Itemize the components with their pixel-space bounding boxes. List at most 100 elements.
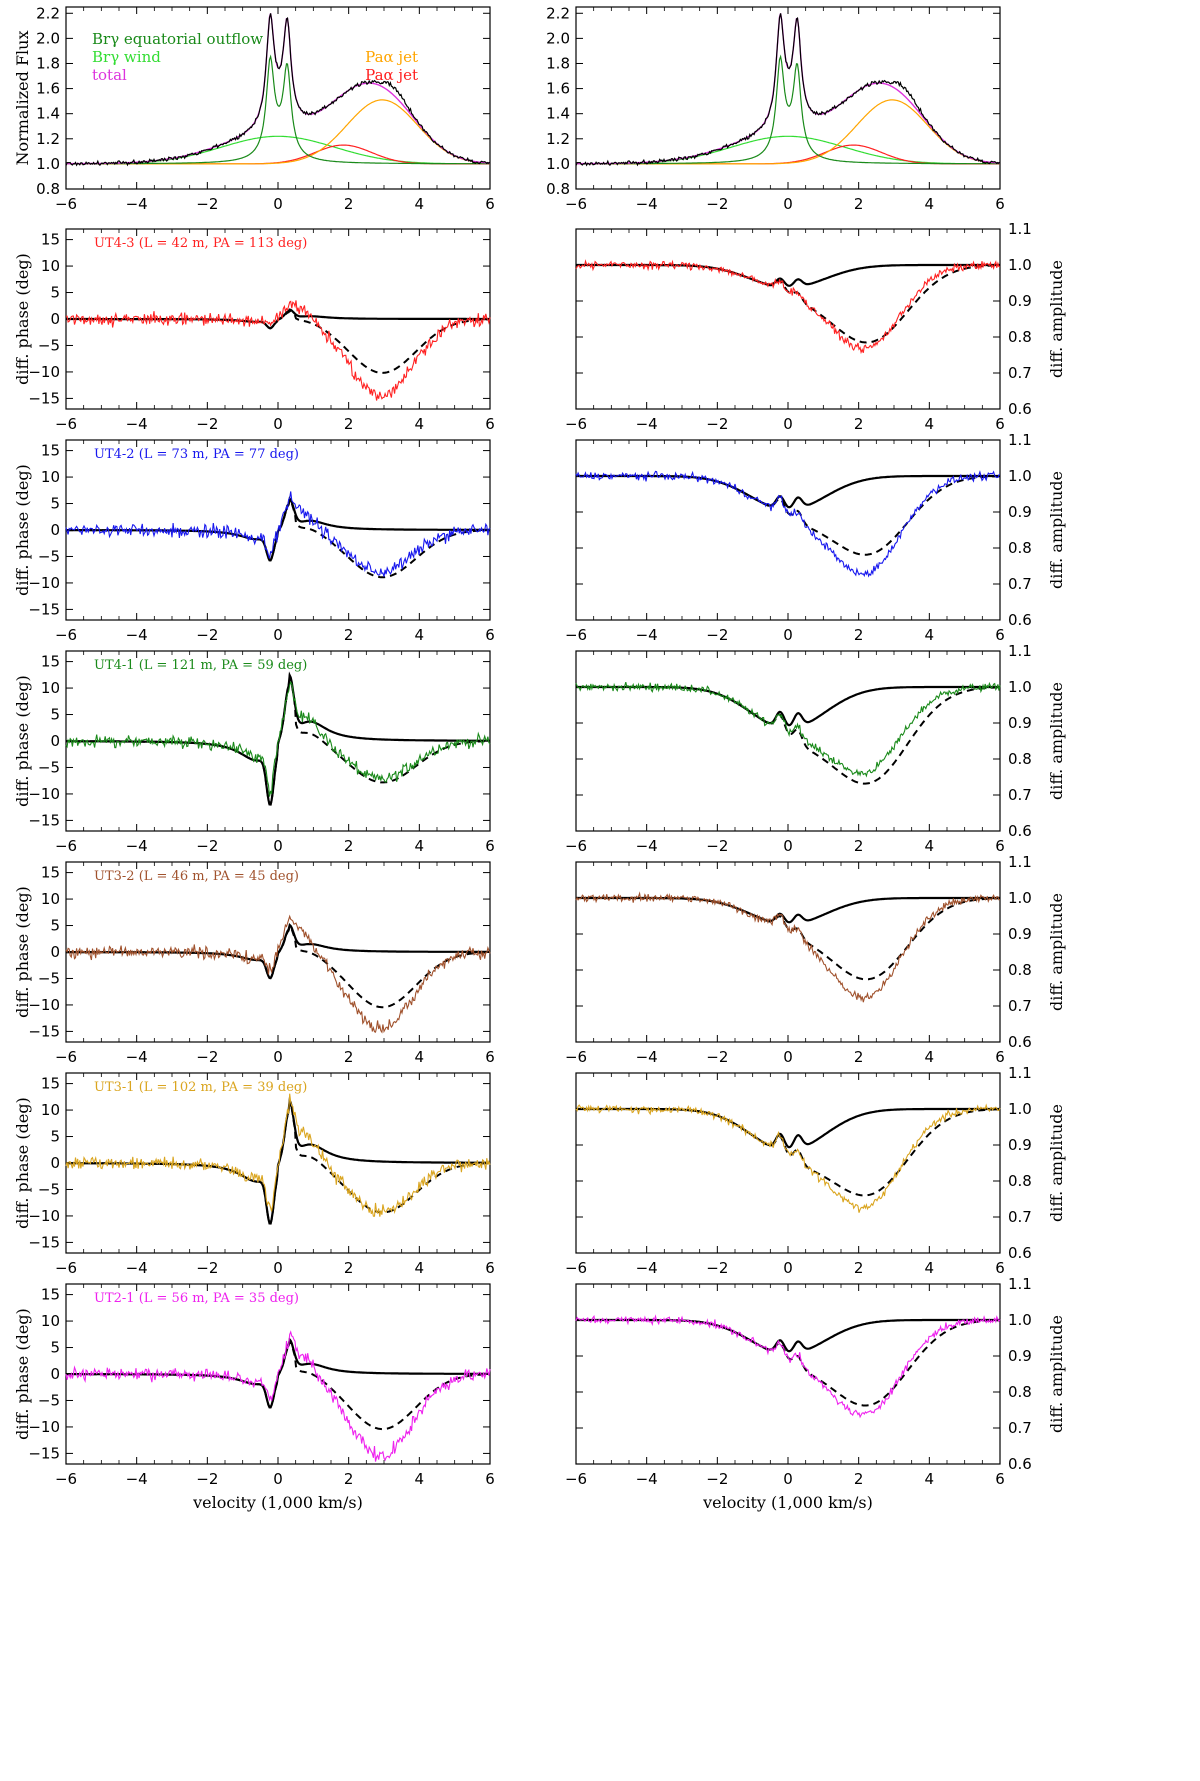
x-axis-label: velocity (1,000 km/s) xyxy=(702,1493,873,1512)
amplitude-ylabel: diff. amplitude xyxy=(1047,260,1066,378)
axes-frame xyxy=(575,228,1001,410)
x-tick-label: −4 xyxy=(126,415,148,433)
x-axis-label: velocity (1,000 km/s) xyxy=(192,1493,363,1512)
x-tick-label: 2 xyxy=(344,415,354,433)
x-tick-label: 6 xyxy=(995,195,1005,213)
jet-red-curve xyxy=(66,144,490,165)
y-tick-label: 1.1 xyxy=(1008,853,1032,871)
y-tick-label: 10 xyxy=(41,890,60,908)
y-tick-label: 0.8 xyxy=(1008,961,1032,979)
y-tick-label: 0.9 xyxy=(1008,1136,1032,1154)
x-tick-label: 4 xyxy=(925,1470,935,1488)
y-tick-label: 0 xyxy=(50,521,60,539)
x-tick-label: −4 xyxy=(636,415,658,433)
model-disk-amplitude xyxy=(576,685,1000,727)
observed-phase xyxy=(65,680,491,797)
x-tick-label: −2 xyxy=(706,195,728,213)
axes-frame xyxy=(575,1072,1001,1254)
x-tick-label: −2 xyxy=(196,1259,218,1277)
observed-phase xyxy=(65,491,491,577)
x-tick-label: 6 xyxy=(485,1048,495,1066)
x-tick-label: −6 xyxy=(55,1259,77,1277)
x-tick-label: −6 xyxy=(565,626,587,644)
y-tick-label: 0.9 xyxy=(1008,292,1032,310)
y-tick-label: 2.0 xyxy=(546,29,570,47)
y-tick-label: 0.8 xyxy=(1008,750,1032,768)
y-tick-label: 0.8 xyxy=(546,180,570,198)
model-disk-amplitude xyxy=(576,1318,1000,1353)
axes-frame xyxy=(575,1283,1001,1465)
x-tick-label: 4 xyxy=(925,415,935,433)
y-tick-label: 0 xyxy=(50,732,60,750)
x-tick-label: 4 xyxy=(415,1259,425,1277)
spectrum-panel-left: −6 −4 −2 0 2 4 6 0.8 1.0 1.2 1.4 1.6 1.8 2.0 2.2 xyxy=(36,4,495,213)
y-tick-label: 0.6 xyxy=(1008,1033,1032,1051)
y-tick-label: 1.1 xyxy=(1008,220,1032,238)
y-tick-label: 10 xyxy=(41,468,60,486)
baseline-label: UT3-1 (L = 102 m, PA = 39 deg) xyxy=(94,1080,307,1095)
x-tick-label: 4 xyxy=(415,626,425,644)
y-tick-label: 0 xyxy=(50,1154,60,1172)
y-tick-label: 0.6 xyxy=(1008,1455,1032,1473)
x-tick-label: 0 xyxy=(783,1048,793,1066)
amplitude-ylabel: diff. amplitude xyxy=(1047,893,1066,1011)
x-tick-label: 0 xyxy=(273,837,283,855)
y-tick-label: 0.8 xyxy=(1008,328,1032,346)
legend-entry: total xyxy=(92,66,127,84)
y-tick-label: 15 xyxy=(41,864,60,882)
x-tick-label: 0 xyxy=(273,415,283,433)
x-tick-label: 4 xyxy=(415,837,425,855)
observed-amplitude xyxy=(575,470,1000,578)
y-tick-label: 1.0 xyxy=(1008,678,1032,696)
x-tick-label: 2 xyxy=(344,1048,354,1066)
amplitude-panel-4: −6 −4 −2 0 2 4 60.6 0.7 0.8 0.9 1.0 1.1 xyxy=(565,853,1032,1066)
model-disk-phase xyxy=(66,671,490,806)
x-tick-label: −2 xyxy=(196,1470,218,1488)
y-tick-label: 0.8 xyxy=(1008,1172,1032,1190)
axes-frame xyxy=(575,861,1001,1043)
y-tick-label: 0.9 xyxy=(1008,714,1032,732)
x-tick-label: 4 xyxy=(925,1259,935,1277)
x-tick-label: 4 xyxy=(925,195,935,213)
y-tick-label: −15 xyxy=(28,600,60,618)
x-tick-label: 0 xyxy=(783,837,793,855)
y-tick-label: 0.7 xyxy=(1008,1419,1032,1437)
y-tick-label: 0.7 xyxy=(1008,997,1032,1015)
equatorial-outflow-curve xyxy=(66,54,490,165)
y-tick-label: −5 xyxy=(38,547,60,565)
x-tick-label: 0 xyxy=(783,415,793,433)
x-tick-label: −2 xyxy=(196,195,218,213)
phase-ylabel: diff. phase (deg) xyxy=(13,464,32,596)
legend-entry: Paα jet xyxy=(365,66,418,84)
phase-panel-3: −6 −4 −2 0 2 4 6 −15 −10 −5 0 5 10 15 xyxy=(28,650,495,855)
y-tick-label: −5 xyxy=(38,758,60,776)
x-tick-label: −4 xyxy=(636,1470,658,1488)
y-tick-label: 10 xyxy=(41,679,60,697)
model-total-amplitude xyxy=(576,897,1000,981)
x-tick-label: −6 xyxy=(55,415,77,433)
y-tick-label: 1.0 xyxy=(36,155,60,173)
y-tick-label: 5 xyxy=(50,1128,60,1146)
x-tick-label: −2 xyxy=(706,1470,728,1488)
x-tick-label: 2 xyxy=(854,626,864,644)
phase-panel-6: −6 −4 −2 0 2 4 6 −15 −10 −5 0 5 10 15 xyxy=(28,1283,495,1488)
x-tick-label: −4 xyxy=(126,195,148,213)
y-tick-label: 2.0 xyxy=(36,29,60,47)
y-tick-label: 1.0 xyxy=(1008,1100,1032,1118)
x-tick-label: 0 xyxy=(783,626,793,644)
x-tick-label: 6 xyxy=(485,837,495,855)
y-tick-label: 0.7 xyxy=(1008,1208,1032,1226)
legend-entry: Brγ equatorial outflow xyxy=(92,30,263,48)
x-tick-label: −2 xyxy=(706,1259,728,1277)
y-tick-label: −5 xyxy=(38,969,60,987)
phase-ylabel: diff. phase (deg) xyxy=(13,675,32,807)
x-tick-label: 4 xyxy=(415,415,425,433)
spectrum-ylabel: Normalized Flux xyxy=(13,31,32,166)
x-tick-label: 2 xyxy=(854,195,864,213)
x-tick-label: 2 xyxy=(344,837,354,855)
y-tick-label: 0.9 xyxy=(1008,925,1032,943)
x-tick-label: 6 xyxy=(485,1470,495,1488)
phase-panel-5: −6 −4 −2 0 2 4 6 −15 −10 −5 0 5 10 15 xyxy=(28,1072,495,1277)
y-tick-label: 1.1 xyxy=(1008,431,1032,449)
y-tick-label: 0.6 xyxy=(1008,400,1032,418)
